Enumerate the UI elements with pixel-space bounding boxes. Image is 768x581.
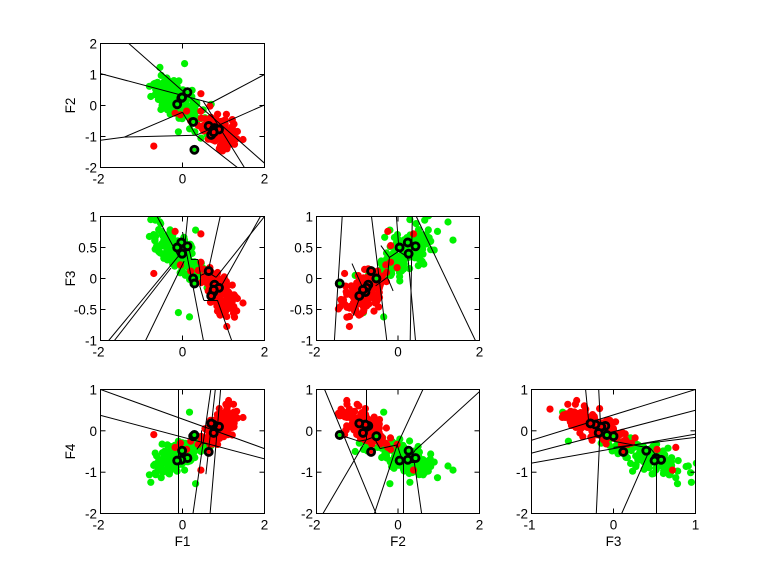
svg-text:0: 0 [394, 518, 402, 533]
svg-text:0: 0 [89, 99, 97, 114]
svg-text:-2: -2 [308, 345, 320, 360]
svg-text:0: 0 [179, 518, 187, 533]
svg-text:2: 2 [261, 518, 269, 533]
svg-text:-1: -1 [85, 334, 97, 349]
svg-text:-2: -2 [85, 161, 97, 176]
svg-text:0.5: 0.5 [78, 241, 97, 256]
svg-text:0.5: 0.5 [294, 241, 313, 256]
svg-text:-1: -1 [301, 334, 313, 349]
svg-text:-0.5: -0.5 [74, 303, 97, 318]
svg-text:2: 2 [261, 345, 269, 360]
svg-text:-0.5: -0.5 [290, 303, 313, 318]
svg-text:0: 0 [89, 424, 97, 439]
svg-text:F4: F4 [63, 443, 78, 459]
svg-text:-2: -2 [92, 172, 104, 187]
svg-text:0: 0 [394, 345, 402, 360]
svg-text:-2: -2 [92, 518, 104, 533]
svg-text:F2: F2 [390, 534, 406, 549]
svg-text:0: 0 [610, 518, 618, 533]
svg-text:0: 0 [89, 272, 97, 287]
svg-text:2: 2 [261, 172, 269, 187]
svg-text:-2: -2 [301, 507, 313, 522]
svg-text:0: 0 [520, 424, 528, 439]
svg-text:1: 1 [89, 383, 97, 398]
svg-text:-1: -1 [516, 465, 528, 480]
svg-text:-2: -2 [308, 518, 320, 533]
svg-text:2: 2 [89, 37, 97, 52]
svg-text:2: 2 [476, 518, 484, 533]
svg-text:0: 0 [179, 345, 187, 360]
svg-text:-2: -2 [516, 507, 528, 522]
svg-text:1: 1 [692, 518, 700, 533]
svg-text:-2: -2 [92, 345, 104, 360]
svg-text:1: 1 [305, 210, 313, 225]
svg-text:1: 1 [89, 210, 97, 225]
svg-text:F2: F2 [63, 98, 78, 114]
svg-text:-2: -2 [85, 507, 97, 522]
svg-text:1: 1 [305, 383, 313, 398]
svg-text:-1: -1 [523, 518, 535, 533]
svg-text:F1: F1 [175, 534, 191, 549]
svg-text:2: 2 [476, 345, 484, 360]
svg-text:-1: -1 [85, 465, 97, 480]
svg-text:0: 0 [179, 172, 187, 187]
svg-text:1: 1 [89, 68, 97, 83]
svg-text:1: 1 [520, 383, 528, 398]
svg-text:-1: -1 [301, 465, 313, 480]
svg-text:0: 0 [305, 424, 313, 439]
svg-text:-1: -1 [85, 130, 97, 145]
svg-text:0: 0 [305, 272, 313, 287]
svg-text:F3: F3 [63, 271, 78, 287]
svg-text:F3: F3 [606, 534, 622, 549]
